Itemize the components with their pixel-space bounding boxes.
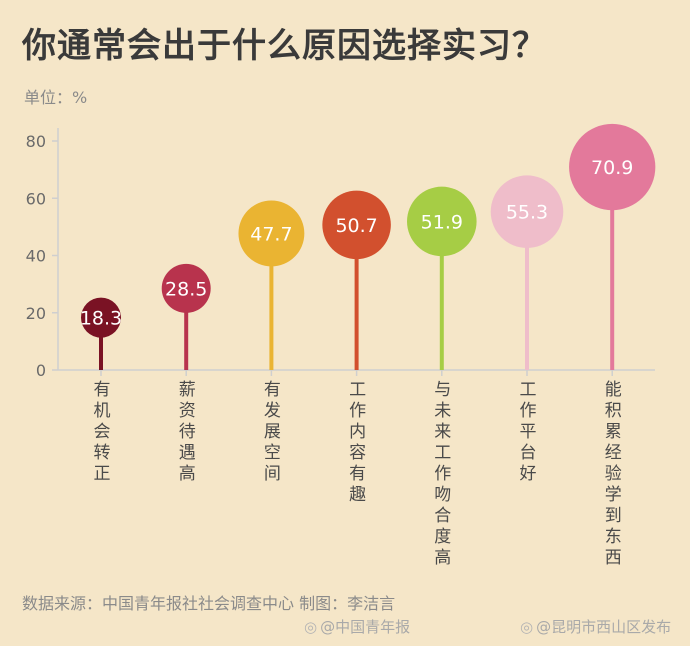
y-tick-label: 80 [26,132,46,151]
category-label: 能积累经验学到东西 [605,380,622,568]
y-tick-label: 0 [36,361,46,380]
lollipop-bubble [322,190,391,260]
data-label: 55.3 [506,202,548,224]
y-tick-label: 60 [26,189,46,208]
category-label: 有机会转正 [94,380,111,484]
category-label: 有发展空间 [264,380,281,484]
category-label: 薪资待遇高 [179,380,196,484]
category-label: 工作平台好 [520,380,537,484]
data-label: 47.7 [250,223,292,245]
watermark-text: @中国青年报 [320,618,411,636]
lollipop-bubble [490,175,564,248]
data-label: 28.5 [165,278,207,300]
lollipop-bubble [81,297,121,338]
unit-label: 单位：% [24,88,88,107]
lollipop-bubble [238,200,305,267]
data-label: 70.9 [591,157,633,179]
data-label: 18.3 [80,308,122,330]
chart-title: 你通常会出于什么原因选择实习？ [22,26,547,66]
watermark-cyol: ◎ @中国青年报 [304,616,410,637]
y-tick-label: 20 [26,304,46,323]
weibo-icon: ◎ [304,618,318,636]
source-note: 数据来源：中国青年报社社会调查中心 制图：李洁言 [22,594,396,613]
weibo-icon: ◎ [520,618,534,636]
lollipop-bubble [161,263,211,313]
lollipop-bubble [569,123,656,211]
watermark-xishan: ◎ @昆明市西山区发布 [520,616,671,637]
category-label: 工作内容有趣 [349,380,366,505]
data-label: 50.7 [335,215,377,237]
lollipop-bubble [407,186,477,257]
watermark-text: @昆明市西山区发布 [536,618,672,636]
category-label: 与未来工作吻合度高 [434,380,451,568]
data-label: 51.9 [421,211,463,233]
y-tick-label: 40 [26,247,46,266]
